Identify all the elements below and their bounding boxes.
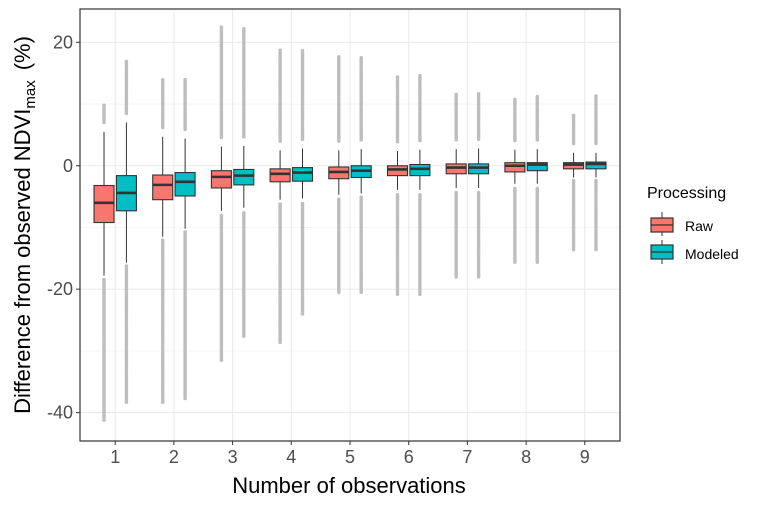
box-raw-2: [152, 78, 174, 404]
legend-key-modeled: [650, 240, 674, 264]
x-tick-label: 5: [345, 447, 355, 467]
outlier-point: [454, 92, 458, 97]
y-tick-label: -20: [47, 279, 73, 299]
outlier-point: [359, 195, 364, 200]
outlier-point: [337, 55, 341, 59]
outlier-point: [124, 264, 129, 268]
box-raw-4: [269, 48, 291, 345]
outlier-point: [278, 202, 282, 206]
outlier-point: [102, 103, 106, 108]
grid: [80, 9, 620, 441]
box-iqr: [291, 167, 314, 182]
box-modeled-7: [468, 92, 490, 279]
x-tick-label: 2: [169, 447, 179, 467]
box-modeled-8: [526, 94, 548, 264]
outlier-point: [571, 178, 576, 183]
outlier-point: [476, 92, 481, 96]
outlier-point: [594, 94, 598, 98]
box-raw-1: [93, 103, 115, 422]
outlier-point: [359, 55, 364, 60]
outlier-point: [395, 75, 400, 79]
outlier-point: [535, 186, 540, 191]
outlier-point: [183, 230, 187, 234]
x-tick-label: 4: [286, 447, 296, 467]
outlier-point: [454, 190, 458, 195]
legend-label-modeled: Modeled: [685, 246, 739, 262]
y-tick-label: 0: [63, 156, 73, 176]
x-axis: 1 2 3 4 5 6 7 8 9: [110, 441, 590, 467]
box-modeled-3: [233, 26, 255, 338]
outlier-point: [278, 48, 282, 53]
legend-title: Processing: [647, 185, 726, 202]
y-axis-title-main: Difference from observed NDVI: [10, 109, 35, 414]
outlier-point: [476, 190, 481, 195]
box-raw-9: [563, 113, 585, 252]
outlier-point: [418, 192, 422, 197]
box-modeled-9: [585, 94, 607, 252]
x-tick-label: 9: [580, 447, 590, 467]
box-modeled-6: [409, 73, 431, 296]
x-tick-label: 6: [404, 447, 414, 467]
legend-key-raw: [650, 212, 674, 236]
outlier-point: [102, 277, 106, 282]
outlier-point: [535, 94, 540, 99]
outlier-point: [242, 26, 246, 31]
outlier-point: [183, 77, 187, 82]
box-modeled-1: [115, 59, 137, 404]
outlier-point: [513, 186, 517, 191]
box-modeled-4: [291, 48, 314, 316]
box-iqr: [152, 174, 174, 201]
box-raw-8: [504, 97, 526, 264]
box-iqr: [269, 168, 291, 183]
outlier-point: [124, 59, 129, 64]
box-iqr: [174, 171, 196, 197]
outlier-point: [418, 73, 422, 78]
box-iqr: [233, 168, 255, 186]
plot-marks: [93, 25, 607, 422]
outlier-point: [594, 178, 598, 183]
outlier-point: [300, 201, 305, 206]
box-iqr: [504, 162, 526, 173]
box-modeled-5: [350, 55, 372, 295]
x-tick-label: 3: [228, 447, 238, 467]
box-raw-5: [328, 55, 350, 295]
box-iqr: [585, 161, 607, 170]
box-modeled-2: [174, 77, 196, 401]
x-tick-label: 7: [462, 447, 472, 467]
outlier-point: [160, 238, 165, 242]
x-axis-title: Number of observations: [232, 473, 466, 498]
outlier-point: [219, 213, 224, 218]
legend: Processing Raw Modeled: [647, 185, 739, 264]
box-raw-3: [210, 25, 232, 362]
y-axis-title: Difference from observed NDVImax (%): [10, 36, 39, 414]
legend-label-raw: Raw: [685, 218, 714, 234]
outlier-point: [513, 97, 517, 102]
box-iqr: [210, 170, 232, 189]
y-axis-title-unit: (%): [10, 36, 35, 70]
outlier-point: [337, 197, 341, 202]
outlier-point: [571, 113, 576, 118]
outlier-point: [242, 211, 246, 215]
outlier-point: [395, 192, 400, 197]
y-tick-label: 20: [53, 32, 73, 52]
y-axis-title-sub: max: [22, 80, 39, 109]
x-tick-label: 8: [521, 447, 531, 467]
box-raw-6: [386, 75, 409, 296]
outlier-point: [160, 78, 165, 82]
box-raw-7: [445, 92, 467, 279]
y-axis: -40 -20 0 20: [47, 32, 80, 423]
y-tick-label: -40: [47, 403, 73, 423]
box-iqr: [526, 162, 548, 172]
outlier-point: [300, 48, 305, 53]
outlier-point: [219, 25, 224, 30]
x-tick-label: 1: [110, 447, 120, 467]
